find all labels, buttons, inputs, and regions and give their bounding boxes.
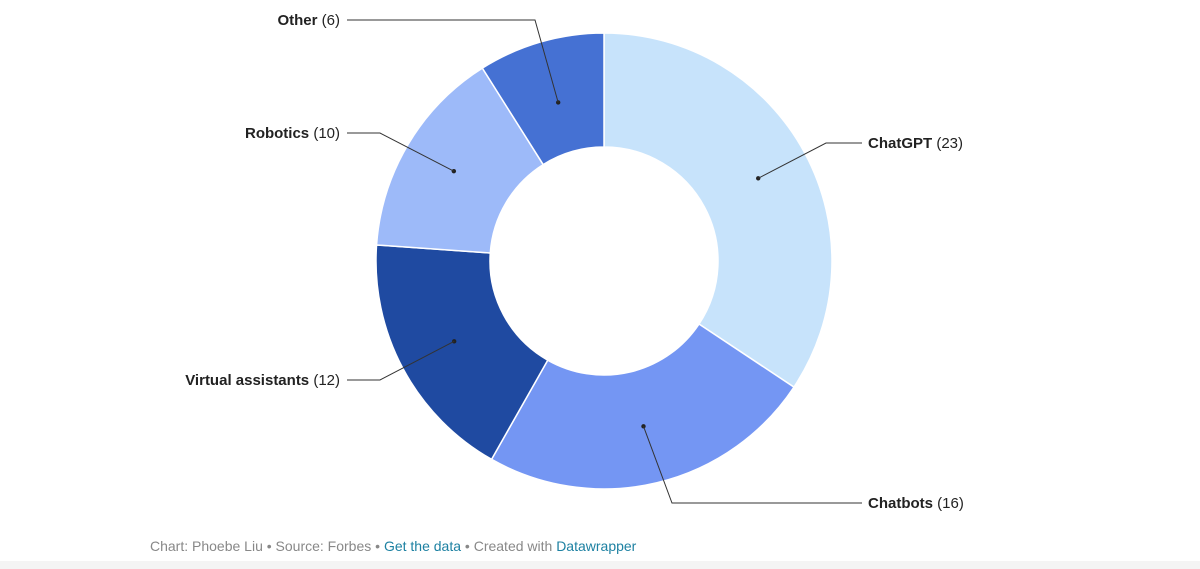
leader-line-chatbots bbox=[643, 426, 862, 504]
chart-source: Source: Forbes bbox=[275, 538, 372, 554]
slice-label-robotics: Robotics (10) bbox=[245, 125, 340, 142]
created-with-text: Created with bbox=[473, 538, 553, 554]
chart-footer: Chart: Phoebe Liu • Source: Forbes • Get… bbox=[150, 538, 636, 554]
slice-label-name: Other bbox=[277, 12, 317, 29]
slice-label-chatbots: Chatbots (16) bbox=[868, 495, 964, 512]
leader-line-chatgpt bbox=[757, 142, 862, 179]
slice-label-value: (23) bbox=[932, 135, 963, 152]
footer-separator: • bbox=[375, 538, 381, 554]
leader-dot-other bbox=[555, 100, 561, 105]
slice-label-value: (10) bbox=[309, 125, 340, 142]
slice-label-value: (6) bbox=[318, 12, 341, 29]
slice-label-name: ChatGPT bbox=[868, 135, 932, 152]
slice-label-name: Robotics bbox=[245, 125, 309, 142]
donut-slice-chatbots[interactable] bbox=[490, 323, 795, 490]
donut-chart: ChatGPT (23) Chatbots (16) Virtual assista… bbox=[185, 12, 964, 512]
slice-label-other: Other (6) bbox=[277, 12, 340, 29]
get-the-data-link[interactable]: Get the data bbox=[383, 538, 462, 554]
labels-layer: ChatGPT (23) Chatbots (16) Virtual assista… bbox=[185, 12, 964, 512]
slice-label-value: (16) bbox=[933, 495, 964, 512]
donut-slice-chatgpt[interactable] bbox=[603, 32, 833, 389]
leader-line-robotics bbox=[347, 132, 455, 172]
slices-layer bbox=[375, 32, 833, 490]
slice-label-chatgpt: ChatGPT (23) bbox=[868, 135, 963, 152]
donut-slice-virtual-assistants[interactable] bbox=[375, 244, 549, 461]
leader-line-other bbox=[347, 19, 559, 103]
slice-label-value: (12) bbox=[309, 372, 340, 389]
leader-line-virtual-assistants bbox=[347, 340, 455, 381]
leader-lines-layer bbox=[347, 19, 862, 504]
slice-label-name: Chatbots bbox=[868, 495, 933, 512]
chart-credit: Chart: Phoebe Liu bbox=[150, 538, 263, 554]
footer-separator: • bbox=[464, 538, 470, 554]
slice-label-name: Virtual assistants bbox=[185, 372, 309, 389]
donut-chart-svg: ChatGPT (23) Chatbots (16) Virtual assista… bbox=[185, 12, 964, 512]
bottom-band bbox=[0, 561, 1200, 569]
slice-label-virtual-assistants: Virtual assistants (12) bbox=[185, 372, 340, 389]
datawrapper-link[interactable]: Datawrapper bbox=[556, 538, 637, 554]
donut-slice-other[interactable] bbox=[481, 32, 605, 166]
footer-separator: • bbox=[266, 538, 272, 554]
